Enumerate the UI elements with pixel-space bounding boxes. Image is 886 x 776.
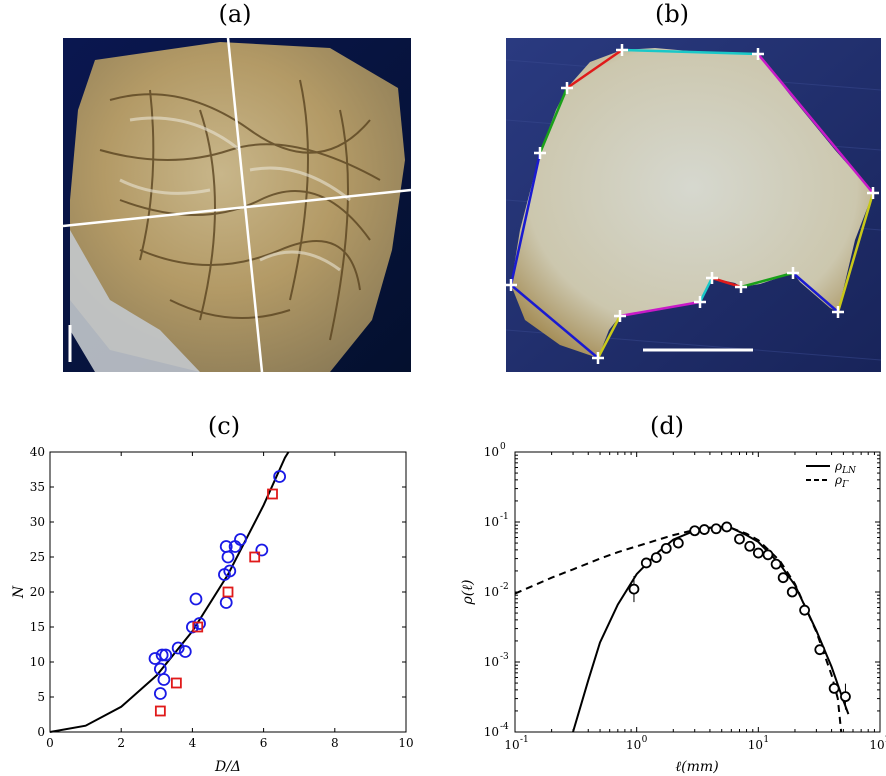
- data-point-circle: [734, 533, 745, 545]
- x-tick-label: 4: [189, 736, 197, 750]
- y-tick-label: 10: [484, 445, 499, 459]
- chart-d-points: [628, 521, 851, 710]
- x-tick-label: 10: [626, 738, 641, 752]
- data-point-circle: [770, 558, 782, 570]
- x-tick-label: 10: [398, 736, 413, 750]
- data-point-circle: [234, 533, 247, 546]
- x-tick-label: 2: [117, 736, 125, 750]
- data-point-circle: [159, 648, 173, 662]
- y-tick-label: 15: [30, 620, 45, 634]
- chart-d-frame: [514, 451, 881, 733]
- chart-c-x-label: D/Δ: [214, 759, 241, 775]
- y-tick-exponent: -3: [500, 652, 509, 662]
- x-tick-label: 10: [869, 738, 884, 752]
- legend-label-ln: ρLN: [834, 459, 857, 476]
- data-point-square: [154, 705, 166, 717]
- data-point-circle: [628, 583, 640, 595]
- x-tick-label: 10: [748, 738, 763, 752]
- data-point-square: [222, 586, 234, 598]
- y-tick-exponent: -2: [500, 582, 509, 592]
- chart-c-y-label: N: [11, 585, 27, 599]
- data-point-circle: [189, 592, 203, 606]
- data-point-circle: [799, 604, 810, 616]
- chart-d-gamma-curve: [514, 525, 843, 733]
- chart-d-lognormal-curve: [572, 525, 850, 733]
- panel-label-c: (c): [207, 412, 241, 440]
- legend-label-gamma: ρΓ: [834, 473, 849, 490]
- chart-d-x-label: ℓ(mm): [675, 759, 718, 775]
- data-point-circle: [640, 557, 652, 569]
- data-point-circle: [786, 586, 798, 598]
- data-point-circle: [698, 524, 710, 535]
- data-point-circle: [752, 547, 764, 559]
- y-tick-label: 10: [484, 515, 499, 529]
- y-tick-exponent: -4: [500, 722, 509, 732]
- data-point-circle: [689, 525, 701, 537]
- data-point-circle: [650, 552, 662, 564]
- data-point-circle: [171, 641, 185, 655]
- data-point-square: [170, 677, 182, 689]
- chart-c-points: [148, 470, 287, 717]
- data-point-circle: [273, 470, 287, 483]
- y-tick-label: 10: [484, 725, 499, 739]
- y-tick-label: 10: [484, 655, 499, 669]
- x-tick-label: 6: [260, 736, 268, 750]
- data-point-circle: [223, 564, 237, 578]
- data-point-circle: [255, 543, 269, 557]
- y-tick-label: 10: [484, 585, 499, 599]
- x-tick-exponent: 0: [642, 735, 648, 745]
- data-point-circle: [178, 645, 192, 658]
- data-point-circle: [153, 687, 167, 700]
- chart-d-x-ticks: 10-1100101102: [504, 452, 886, 752]
- data-point-circle: [155, 648, 169, 662]
- data-point-circle: [157, 673, 171, 686]
- panel-label-a: (a): [218, 0, 252, 28]
- y-tick-label: 5: [37, 690, 45, 704]
- chart-c-x-ticks: 0 2 4 6 8 10: [46, 452, 414, 750]
- y-tick-exponent: -1: [500, 512, 509, 522]
- data-point-circle: [660, 542, 672, 554]
- x-tick-exponent: 1: [763, 735, 769, 745]
- data-point-circle: [828, 682, 840, 694]
- chart-d-y-label: ρ(ℓ): [460, 580, 476, 606]
- panel-label-b: (b): [654, 0, 690, 28]
- data-point-circle: [814, 644, 826, 656]
- panel-label-d: (d): [649, 412, 685, 440]
- y-tick-label: 25: [30, 550, 45, 564]
- y-tick-label: 30: [30, 515, 45, 529]
- x-tick-exponent: -1: [520, 735, 529, 745]
- y-tick-label: 35: [30, 480, 45, 494]
- data-point-circle: [840, 691, 851, 703]
- data-point-square: [192, 621, 204, 633]
- y-tick-label: 40: [30, 445, 45, 459]
- data-point-circle: [744, 540, 756, 552]
- data-point-circle: [185, 620, 199, 634]
- x-tick-label: 8: [331, 736, 339, 750]
- y-tick-label: 10: [30, 655, 45, 669]
- x-tick-label: 10: [504, 738, 519, 752]
- data-point-circle: [710, 523, 722, 535]
- data-point-square: [267, 488, 278, 500]
- chart-d-legend: ρLN ρΓ: [806, 459, 857, 490]
- y-tick-exponent: 0: [500, 442, 506, 452]
- data-point-circle: [777, 572, 789, 584]
- data-point-square: [249, 551, 261, 563]
- data-point-circle: [721, 521, 733, 533]
- data-point-circle: [221, 550, 235, 564]
- data-point-circle: [672, 537, 684, 549]
- y-tick-label: 20: [30, 585, 45, 599]
- x-tick-label: 0: [46, 736, 54, 750]
- data-point-circle: [762, 549, 774, 561]
- y-tick-label: 0: [37, 725, 45, 739]
- chart-c-y-ticks: 0 5 10 15 20 25 30 35 40: [30, 445, 406, 739]
